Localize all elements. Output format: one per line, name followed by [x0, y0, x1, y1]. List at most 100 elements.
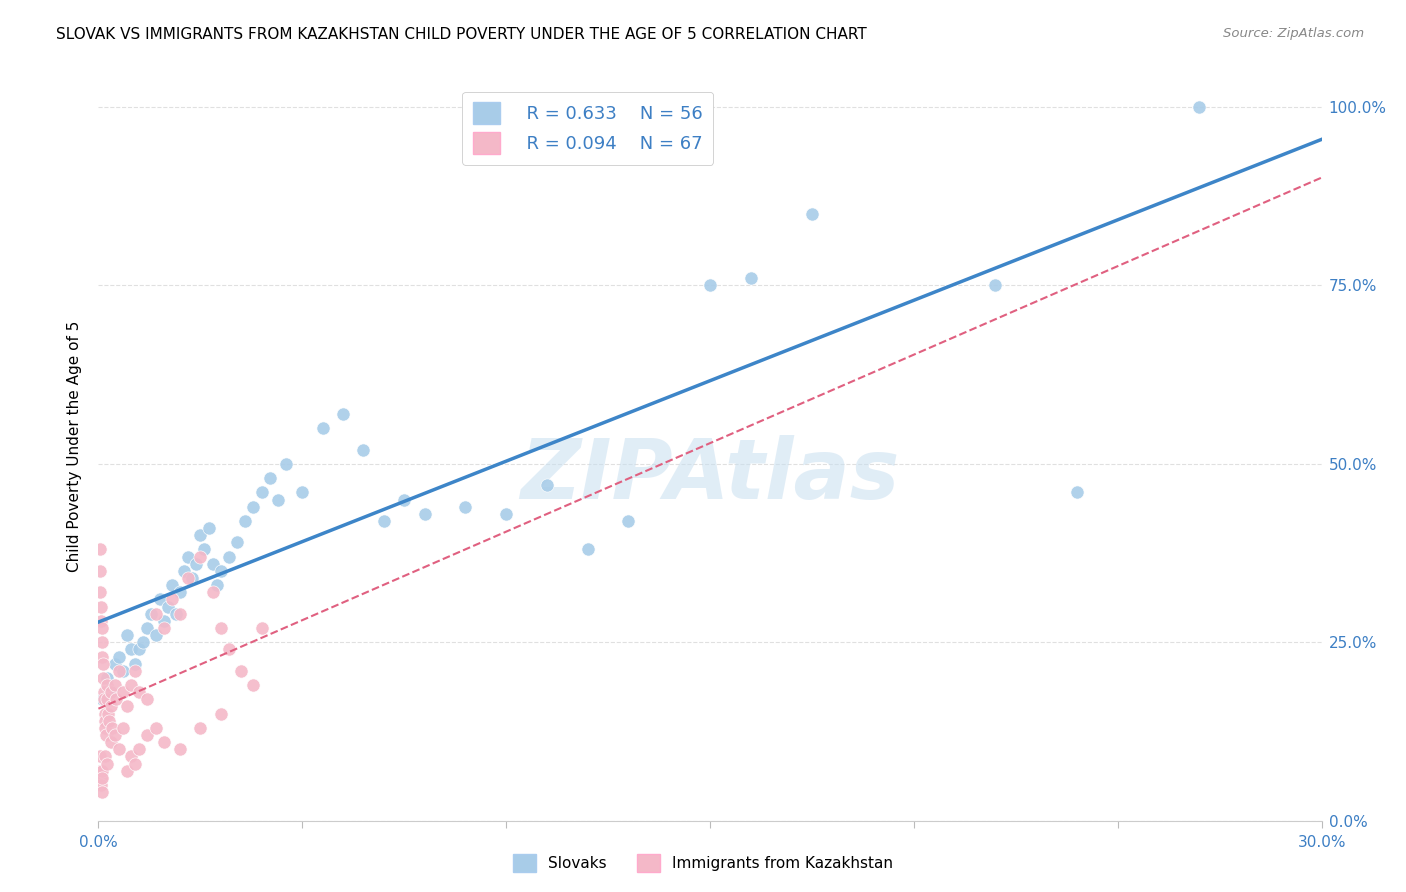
Point [91, 692, 114, 706]
Point [91, 771, 114, 785]
Text: SLOVAK VS IMMIGRANTS FROM KAZAKHSTAN CHILD POVERTY UNDER THE AGE OF 5 CORRELATIO: SLOVAK VS IMMIGRANTS FROM KAZAKHSTAN CHI… [56, 27, 868, 42]
Point [242, 678, 264, 692]
Point [209, 564, 232, 578]
Point [101, 721, 124, 735]
Point [100, 699, 122, 714]
Point [274, 457, 297, 471]
Point [90, 621, 112, 635]
Point [124, 664, 146, 678]
Point [188, 721, 212, 735]
Point [93, 692, 115, 706]
Point [250, 485, 273, 500]
Point [156, 599, 179, 614]
Point [136, 728, 159, 742]
Point [205, 578, 228, 592]
Point [259, 471, 281, 485]
Point [226, 535, 249, 549]
Point [145, 628, 167, 642]
Point [149, 592, 172, 607]
Point [108, 742, 131, 756]
Point [91, 635, 114, 649]
Point [120, 642, 142, 657]
Point [124, 756, 146, 771]
Point [231, 664, 253, 678]
Point [413, 507, 436, 521]
Point [90, 778, 112, 792]
Point [89, 764, 111, 778]
Point [93, 749, 115, 764]
Point [91, 657, 114, 671]
Point [495, 507, 517, 521]
Point [89, 564, 111, 578]
Point [100, 735, 122, 749]
Point [100, 685, 122, 699]
Point [312, 421, 335, 435]
Point [100, 685, 122, 699]
Point [90, 785, 112, 799]
Point [96, 678, 118, 692]
Y-axis label: Child Poverty Under the Age of 5: Child Poverty Under the Age of 5 [67, 320, 83, 572]
Point [209, 621, 232, 635]
Point [96, 756, 118, 771]
Point [104, 692, 127, 706]
Point [115, 699, 138, 714]
Point [188, 528, 212, 542]
Point [160, 578, 183, 592]
Point [136, 621, 159, 635]
Point [160, 592, 183, 607]
Point [111, 721, 134, 735]
Point [1188, 100, 1211, 114]
Point [201, 585, 224, 599]
Point [89, 749, 111, 764]
Point [617, 514, 640, 528]
Point [111, 664, 134, 678]
Point [152, 614, 174, 628]
Point [108, 649, 131, 664]
Point [136, 692, 159, 706]
Point [124, 657, 146, 671]
Point [352, 442, 374, 457]
Point [233, 514, 256, 528]
Point [93, 685, 115, 699]
Point [165, 607, 187, 621]
Point [141, 607, 163, 621]
Point [90, 599, 112, 614]
Point [96, 671, 118, 685]
Point [186, 557, 208, 571]
Point [90, 771, 112, 785]
Point [104, 657, 127, 671]
Point [699, 278, 721, 293]
Point [145, 721, 167, 735]
Point [740, 271, 762, 285]
Point [332, 407, 354, 421]
Point [169, 585, 191, 599]
Point [108, 664, 131, 678]
Point [96, 692, 118, 706]
Point [89, 585, 111, 599]
Point [193, 542, 215, 557]
Point [128, 642, 150, 657]
Point [173, 564, 195, 578]
Point [115, 764, 138, 778]
Point [152, 621, 174, 635]
Point [91, 764, 114, 778]
Point [177, 571, 200, 585]
Point [242, 500, 264, 514]
Point [104, 678, 127, 692]
Point [536, 478, 558, 492]
Point [169, 742, 191, 756]
Point [93, 706, 115, 721]
Point [94, 721, 117, 735]
Point [120, 678, 142, 692]
Point [89, 542, 111, 557]
Point [197, 521, 219, 535]
Text: ZIPAtlas: ZIPAtlas [520, 435, 900, 516]
Point [201, 557, 224, 571]
Point [91, 649, 114, 664]
Point [984, 278, 1007, 293]
Legend: Slovaks, Immigrants from Kazakhstan: Slovaks, Immigrants from Kazakhstan [505, 846, 901, 880]
Point [1066, 485, 1088, 500]
Point [218, 642, 240, 657]
Point [181, 571, 204, 585]
Point [218, 549, 240, 564]
